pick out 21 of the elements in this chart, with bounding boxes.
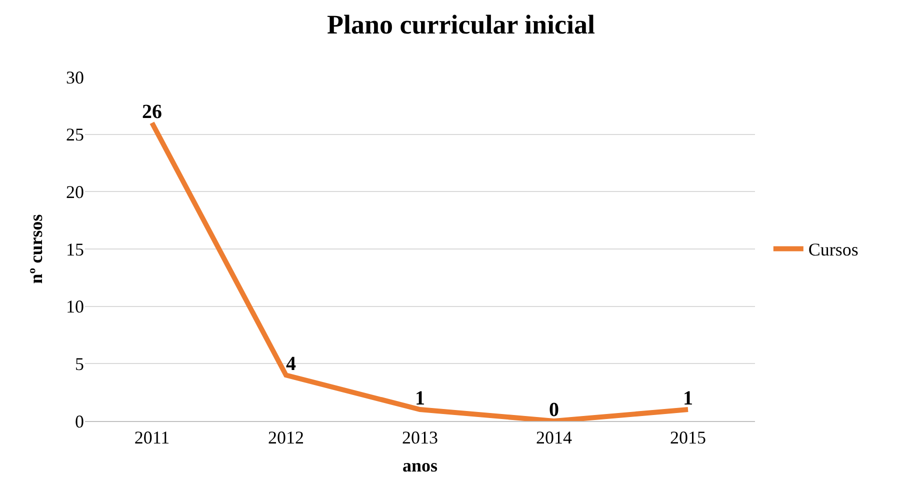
y-tick-label: 15 (66, 239, 84, 260)
legend-label: Cursos (808, 240, 858, 260)
y-tick-label: 5 (75, 354, 84, 374)
x-axis-title: anos (402, 456, 438, 476)
data-label: 4 (286, 353, 296, 376)
x-tick-label: 2012 (268, 428, 304, 448)
x-tick-label: 2013 (402, 428, 438, 448)
y-tick-label: 20 (66, 182, 84, 202)
y-tick-label: 0 (75, 411, 84, 432)
x-tick-label: 2015 (670, 428, 706, 448)
y-tick-label: 30 (66, 67, 84, 88)
x-tick-label: 2014 (536, 428, 572, 448)
chart-title: Plano curricular inicial (327, 10, 596, 40)
data-label: 1 (415, 388, 425, 410)
data-label: 0 (549, 399, 559, 421)
x-tick-label: 2011 (134, 428, 170, 448)
data-label: 26 (142, 100, 162, 123)
data-label: 1 (683, 388, 693, 410)
y-tick-label: 25 (66, 124, 84, 145)
y-axis-title: nº cursos (26, 214, 46, 284)
y-tick-label: 10 (66, 296, 84, 317)
